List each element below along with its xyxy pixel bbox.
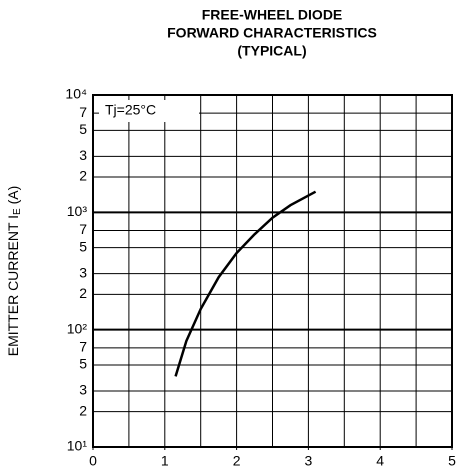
y-tick-label: 2 [79,168,87,184]
chart-title: FREE-WHEEL DIODE [202,7,343,23]
y-axis-label-part: EMITTER CURRENT I [5,215,21,356]
x-tick-label: 1 [161,453,169,469]
x-tick-label: 5 [448,453,456,469]
data-line [174,190,317,377]
y-tick-label: 5 [79,238,87,254]
plot-frame [92,94,453,448]
chart-title: FORWARD CHARACTERISTICS [167,25,377,41]
y-tick-label: 3 [79,147,87,163]
y-tick-label: 5 [79,121,87,137]
annotation: Tj=25°C [105,102,156,118]
chart-title: (TYPICAL) [237,43,306,59]
y-tick-label: 7 [79,221,87,237]
y-tick-label: 2 [79,402,87,418]
y-tick-label: 2 [79,285,87,301]
y-tick-label: 10² [67,320,88,336]
y-tick-label: 10¹ [67,438,88,454]
y-tick-label: 7 [79,339,87,355]
x-tick-label: 2 [233,453,241,469]
x-tick-label: 0 [89,453,97,469]
y-axis-label: EMITTER CURRENT IE (A) [5,186,23,357]
y-tick-label: 5 [79,356,87,372]
y-tick-label: 3 [79,264,87,280]
y-tick-label: 10³ [67,203,88,219]
y-axis-label-part: (A) [5,186,21,209]
y-tick-label: 3 [79,382,87,398]
x-tick-label: 3 [305,453,313,469]
y-tick-label: 10⁴ [65,86,87,102]
y-axis-label-part: E [12,208,23,215]
y-tick-label: 7 [79,104,87,120]
x-tick-label: 4 [376,453,384,469]
annotation-bg [99,100,199,122]
